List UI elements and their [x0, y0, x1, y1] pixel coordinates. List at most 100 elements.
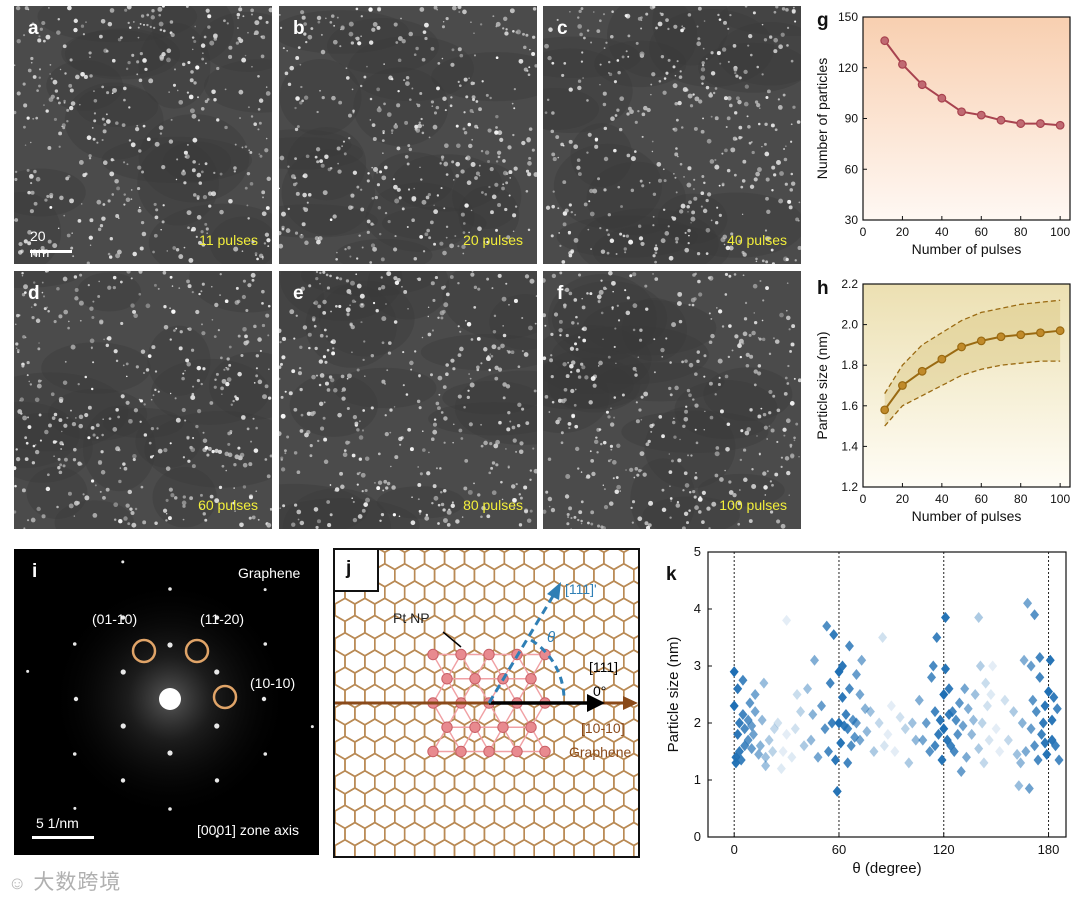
x-tick-label: 60 [975, 492, 989, 506]
graphene-label: Graphene [569, 744, 632, 760]
data-point [898, 381, 907, 390]
lattice-panel: j Pt NP [111]' θ [111] 0° [10-10] Graphe… [333, 548, 640, 858]
x-tick-label: 180 [1038, 842, 1060, 857]
scatter-point [932, 632, 942, 643]
graphene-ring [493, 838, 516, 856]
data-point [1055, 326, 1065, 336]
y-tick-label: 150 [838, 10, 858, 24]
graphene-ring [622, 580, 638, 605]
scatter-point [860, 703, 870, 715]
chart-g-label: g [817, 10, 829, 31]
data-point [1055, 120, 1065, 130]
pt-111-label: [111] [589, 659, 619, 675]
tem-scale-label: 20 nm [30, 228, 49, 260]
diffraction-spot [120, 778, 126, 783]
panel-i-label: i [32, 561, 38, 582]
diffraction-panel: i Graphene (01-10) (11-20) (10-10) 5 1/n… [14, 549, 319, 855]
scatter-point [855, 689, 865, 700]
graphene-ring [373, 838, 396, 856]
scatter-point [846, 740, 856, 752]
scatter-point [827, 717, 837, 729]
scatter-point [1047, 714, 1057, 726]
pt-atom [511, 745, 523, 758]
scatter-point [830, 754, 840, 766]
scatter-point [748, 728, 758, 740]
pulse-count-d: 60 pulses [198, 497, 258, 513]
scatter-point [947, 706, 957, 718]
band-lower [884, 360, 1061, 427]
scatter-point [963, 703, 973, 715]
diffraction-spot [167, 642, 173, 648]
pt-atom [483, 648, 495, 661]
scatter-point [1030, 740, 1040, 752]
panel-c-label: c [557, 18, 568, 39]
graphene-ring [403, 550, 426, 571]
graphene-ring [433, 838, 456, 856]
graphene-ring [622, 718, 638, 743]
y-tick-label: 3 [694, 658, 701, 673]
pt-atom [469, 721, 481, 733]
y-tick-label: 2 [694, 715, 701, 730]
pt-111-prime-arrow-head [547, 582, 561, 600]
x-tick-label: 0 [731, 842, 738, 857]
pt-atom [455, 745, 467, 758]
graphene-title: Graphene [238, 565, 301, 581]
scatter-point [970, 689, 980, 700]
scatter-point [986, 689, 996, 700]
scatter-point [934, 728, 944, 740]
scatter-point [918, 734, 928, 746]
scatter-point [803, 683, 813, 695]
diffraction-spot [168, 807, 172, 811]
graphene-ring [483, 550, 506, 571]
scatter-point [1000, 694, 1010, 706]
diffraction-spot [214, 669, 220, 675]
scatter-point [1031, 706, 1041, 718]
data-point [880, 36, 890, 46]
scatter-point [773, 717, 783, 729]
scatter-point [1030, 609, 1040, 621]
scatter-point [883, 728, 893, 740]
graphene-ring [613, 838, 635, 856]
scatter-point [848, 714, 858, 726]
scatter-point [890, 746, 900, 757]
scatter-point [729, 666, 739, 678]
data-point [898, 59, 907, 69]
pt-atom [441, 673, 453, 685]
chart-h: h 0 20 40 60 80 100 1.2 1.4 1.6 1.8 2.0 2.2 Number o… [814, 277, 1071, 524]
scatter-point [787, 751, 797, 763]
x-tick-label: 60 [975, 225, 989, 239]
scatter-point [878, 632, 888, 643]
y-tick-label: 1.4 [841, 439, 858, 453]
diffraction-spot [26, 669, 30, 673]
scatter-point [745, 697, 755, 709]
spot-label-10-10: (10-10) [250, 675, 296, 691]
y-tick-label: 0 [694, 829, 701, 844]
chart-k: k 0 60 120 180 0 1 2 3 4 5 θ (degree) Particle size… [665, 544, 1067, 877]
pulse-count-c: 40 pulses [727, 232, 787, 248]
diffraction-spot [310, 725, 314, 729]
graphene-ring [632, 600, 638, 619]
x-tick-label: 80 [1014, 225, 1028, 239]
tem-image-c: c 40 pulses [543, 6, 801, 264]
x-axis-label: Number of pulses [912, 508, 1022, 524]
diffraction-spot [120, 669, 126, 675]
scatter-point [928, 660, 938, 672]
scatter-point [961, 751, 971, 763]
scatter-point [974, 612, 984, 624]
scatter-point [782, 614, 792, 626]
scatter-point [1021, 746, 1031, 757]
scatter-point [750, 706, 760, 718]
graphene-ring [543, 550, 565, 571]
scatter-point [740, 723, 750, 735]
diffraction-spot [263, 752, 268, 756]
pt-atom [539, 745, 551, 758]
scatter-point [988, 660, 998, 672]
scatter-point [1037, 728, 1047, 740]
tem-image-e: e 80 pulses [279, 271, 537, 529]
graphene-ring [622, 614, 638, 640]
scatter-point [979, 757, 989, 769]
scatter-point [754, 748, 764, 760]
scatter-point [782, 728, 792, 740]
pt-111-arrow-head [587, 694, 605, 712]
y-tick-label: 2.0 [841, 318, 858, 332]
